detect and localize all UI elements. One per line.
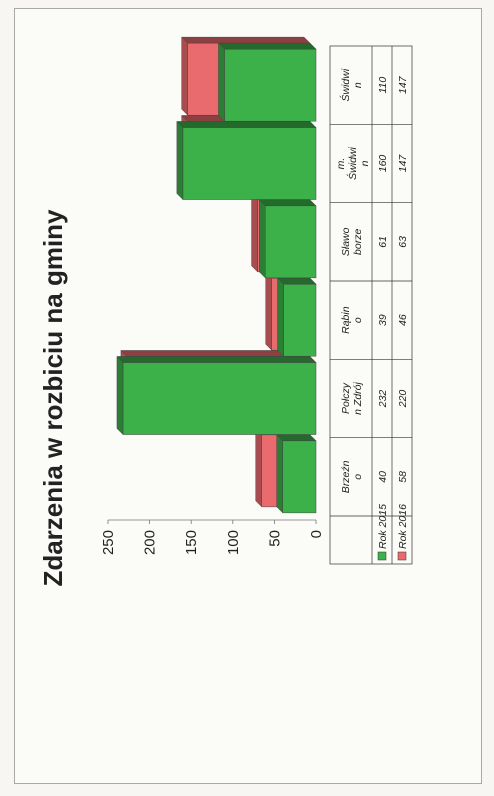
- bar-side: [116, 356, 317, 363]
- legend-swatch: [377, 551, 387, 561]
- bar-top: [251, 193, 258, 273]
- category-label: o: [352, 474, 364, 480]
- bar-top: [276, 434, 283, 514]
- category-label: o: [352, 317, 364, 323]
- bar-side: [176, 121, 317, 128]
- category-label: n: [352, 82, 364, 88]
- chart-title: Zdarzenia w rozbiciu na gminy: [38, 209, 68, 587]
- bar-top: [277, 277, 284, 357]
- data-cell: 61: [377, 236, 389, 248]
- y-tick-label: 250: [100, 530, 117, 555]
- bar-top: [176, 120, 184, 201]
- category-label: m.: [335, 158, 347, 170]
- bar-front: [182, 127, 317, 200]
- bar-side: [258, 199, 317, 207]
- data-cell: 63: [397, 236, 409, 248]
- data-table: [329, 45, 413, 565]
- y-tick-label: 150: [183, 530, 200, 555]
- category-label: Brzeźn: [340, 460, 352, 493]
- category-label: n Zdrój: [352, 381, 364, 414]
- bar-top: [258, 199, 266, 279]
- data-cell: 147: [397, 154, 409, 173]
- data-cell: 147: [397, 75, 409, 94]
- data-cell: 110: [377, 77, 389, 94]
- bar-side: [217, 42, 317, 50]
- bar-top: [116, 355, 124, 436]
- category-label: Świdwi: [339, 68, 352, 101]
- bar-side: [276, 277, 317, 285]
- bar-top: [218, 42, 225, 122]
- category-label: n: [359, 160, 371, 166]
- legend-swatch: [397, 551, 407, 561]
- legend-label: Rok 2016: [397, 504, 409, 549]
- bar-front: [282, 440, 317, 514]
- category-label: Połczy: [340, 382, 352, 414]
- y-tick-label: 50: [266, 530, 283, 547]
- data-cell: 220: [397, 390, 409, 409]
- y-tick-label: 100: [225, 530, 242, 555]
- category-label: Sławo: [340, 227, 352, 256]
- data-cell: 39: [377, 314, 389, 326]
- data-cell: 58: [397, 471, 409, 483]
- bar-front: [224, 48, 317, 122]
- category-label: Świdwi: [346, 147, 359, 180]
- bar-top: [265, 271, 272, 351]
- category-label: Rąbin: [340, 306, 352, 334]
- bar-front: [122, 362, 317, 435]
- y-tick-label: 0: [308, 530, 325, 538]
- data-cell: 40: [377, 471, 389, 483]
- legend-label: Rok 2015: [377, 504, 389, 549]
- bar-side: [276, 434, 317, 442]
- bar-front: [264, 205, 317, 279]
- bar-top: [255, 428, 262, 508]
- data-cell: 46: [397, 314, 409, 326]
- bar-side: [181, 36, 311, 44]
- data-cell: 232: [377, 390, 389, 409]
- category-label: borze: [352, 229, 364, 255]
- bar-top: [181, 36, 188, 116]
- bar-front: [283, 283, 317, 357]
- data-cell: 160: [377, 155, 389, 173]
- y-tick-label: 200: [142, 530, 159, 555]
